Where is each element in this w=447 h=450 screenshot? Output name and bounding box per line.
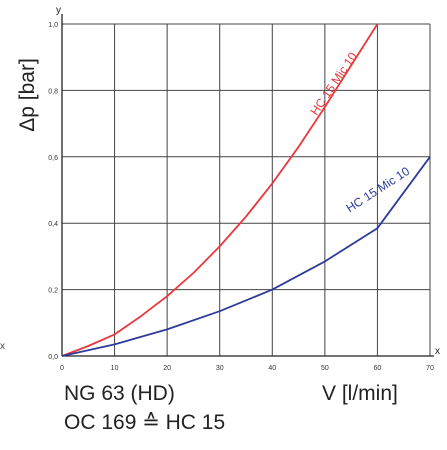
x-tick-label: 60 (374, 365, 382, 372)
y-tick-label: 0,6 (48, 155, 58, 162)
x-axis-letter: x (435, 346, 440, 357)
x-tick-label: 50 (321, 365, 329, 372)
series-lines (61, 23, 431, 357)
x-tick-label: 30 (216, 365, 224, 372)
y-axis-label: Δp [bar] (16, 58, 39, 132)
y-tick-label: 1,0 (48, 22, 58, 29)
caption-size: NG 63 (HD) (64, 382, 175, 405)
x-tick-label: 0 (60, 365, 64, 372)
series-labels: HC 15 Mic 10 HC 15 Mic 10 (308, 49, 413, 215)
x-tick-label: 20 (163, 365, 171, 372)
x-tick-label: 10 (111, 365, 119, 372)
series-label-blue: HC 15 Mic 10 (344, 164, 413, 216)
x-tick-label: 70 (426, 365, 434, 372)
series-line-red (61, 23, 379, 357)
y-tick-labels: 0,0 0,2 0,4 0,6 0,8 1,0 (48, 22, 58, 361)
y-axis-letter: y (56, 5, 61, 16)
y-tick-label: 0,0 (48, 354, 58, 361)
plot-frame (61, 14, 434, 357)
y-tick-label: 0,4 (48, 221, 58, 228)
x-axis-label: V [l/min] (322, 382, 398, 405)
caption-element: OC 169 ≙ HC 15 (64, 411, 226, 434)
series-line-blue (61, 156, 431, 357)
stray-mark: x (0, 341, 5, 352)
series-label-red: HC 15 Mic 10 (308, 49, 360, 117)
y-tick-label: 0,8 (48, 88, 58, 95)
x-tick-labels: 0 10 20 30 40 50 60 70 (60, 365, 434, 372)
x-tick-label: 40 (268, 365, 276, 372)
grid (61, 23, 431, 357)
y-tick-label: 0,2 (48, 288, 58, 295)
